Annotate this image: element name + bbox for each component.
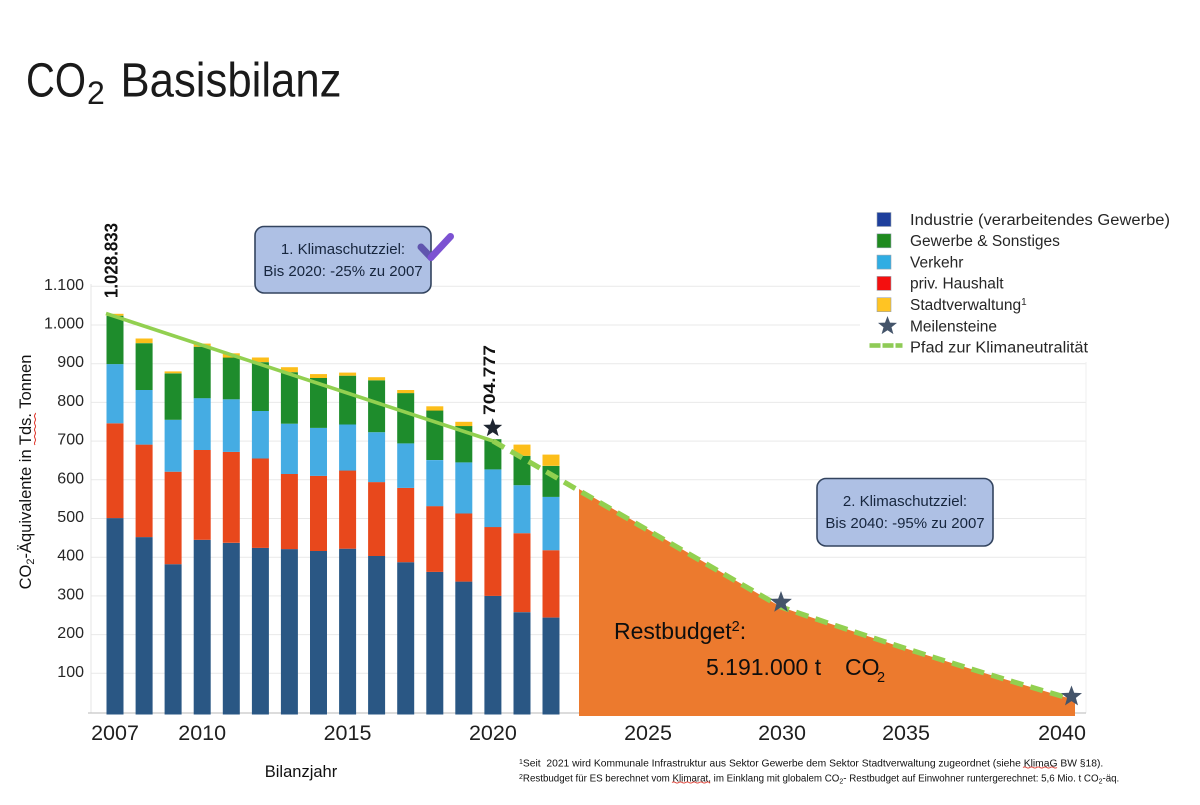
svg-text:800: 800 — [57, 393, 84, 410]
svg-text:CO2-Äquivalente in Tds. Tonnen: CO2-Äquivalente in Tds. Tonnen — [17, 355, 37, 590]
svg-text:5.191.000 t: 5.191.000 t — [706, 654, 822, 680]
svg-text:1.100: 1.100 — [44, 277, 84, 294]
svg-text:1Seit 2021 wird Kommunale Inf: 1Seit 2021 wird Kommunale Infrastruktur … — [519, 759, 1103, 770]
svg-text:Bilanzjahr: Bilanzjahr — [265, 763, 338, 781]
svg-text:Meilensteine: Meilensteine — [910, 318, 997, 335]
svg-text:1.000: 1.000 — [44, 316, 84, 333]
svg-text:2: 2 — [877, 670, 885, 686]
svg-text:400: 400 — [57, 548, 84, 565]
svg-text:2010: 2010 — [178, 721, 226, 745]
svg-text:500: 500 — [57, 509, 84, 526]
svg-text:Bis 2040: -95% zu 2007: Bis 2040: -95% zu 2007 — [825, 515, 984, 532]
svg-text:2025: 2025 — [624, 721, 672, 745]
svg-text:Gewerbe & Sonstiges: Gewerbe & Sonstiges — [910, 233, 1060, 250]
svg-text:CO: CO — [26, 54, 86, 108]
svg-text:2. Klimaschutzziel:: 2. Klimaschutzziel: — [843, 493, 967, 510]
svg-text:1.028.833: 1.028.833 — [102, 223, 122, 298]
svg-text:Bis 2020: -25% zu 2007: Bis 2020: -25% zu 2007 — [263, 263, 422, 280]
svg-text:2015: 2015 — [324, 721, 372, 745]
svg-text:2Restbudget für ES berechnet v: 2Restbudget für ES berechnet vom Klimara… — [519, 774, 1119, 786]
svg-text:900: 900 — [57, 354, 84, 371]
svg-text:CO: CO — [845, 654, 880, 680]
svg-text:Restbudget2:: Restbudget2: — [614, 618, 746, 644]
svg-text:2020: 2020 — [469, 721, 517, 745]
svg-text:700: 700 — [57, 432, 84, 449]
svg-text:priv. Haushalt: priv. Haushalt — [910, 276, 1004, 293]
svg-text:Pfad zur Klimaneutralität: Pfad zur Klimaneutralität — [910, 340, 1089, 357]
svg-text:2007: 2007 — [91, 721, 139, 745]
svg-text:200: 200 — [57, 625, 84, 642]
svg-text:Stadtverwaltung1: Stadtverwaltung1 — [910, 297, 1027, 314]
svg-text:704.777: 704.777 — [481, 345, 499, 415]
svg-text:Industrie (verarbeitendes Gewe: Industrie (verarbeitendes Gewerbe) — [910, 212, 1170, 229]
svg-text:1. Klimaschutzziel:: 1. Klimaschutzziel: — [281, 241, 405, 258]
svg-text:600: 600 — [57, 470, 84, 487]
svg-text:Basisbilanz: Basisbilanz — [121, 54, 342, 108]
svg-text:300: 300 — [57, 586, 84, 603]
svg-text:2035: 2035 — [882, 721, 930, 745]
svg-text:2040: 2040 — [1038, 721, 1086, 745]
svg-text:2030: 2030 — [758, 721, 806, 745]
svg-text:2: 2 — [87, 75, 105, 111]
svg-text:Verkehr: Verkehr — [910, 254, 963, 271]
svg-text:100: 100 — [57, 664, 84, 681]
